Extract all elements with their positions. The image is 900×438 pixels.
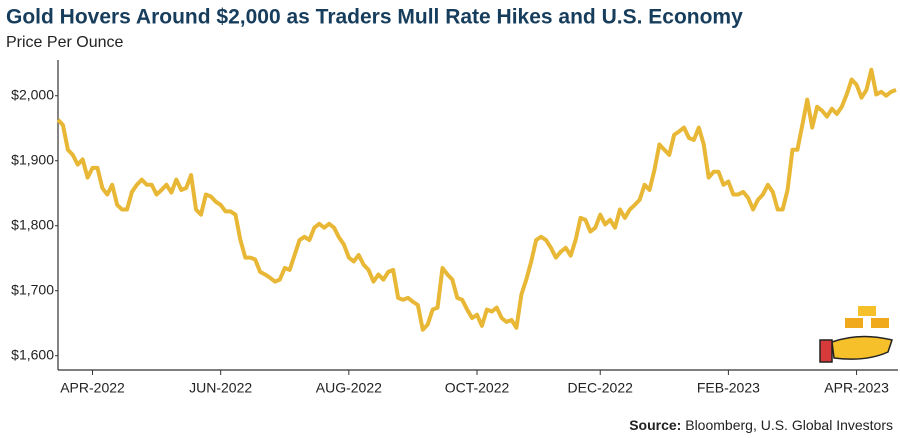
y-tick-label: $1,600 [11,346,54,362]
source-label: Source: [629,417,681,433]
y-tick-label: $2,000 [11,86,54,102]
x-tick-label: JUN-2022 [189,380,252,396]
price-line [56,67,897,332]
y-tick-label: $1,700 [11,281,54,297]
y-tick-label: $1,800 [11,216,54,232]
x-tick-label: OCT-2022 [445,380,510,396]
x-tick-label: DEC-2022 [568,380,634,396]
x-tick-label: FEB-2023 [697,380,760,396]
source-text: Bloomberg, U.S. Global Investors [685,417,893,433]
x-tick-label: APR-2022 [60,380,125,396]
x-tick-label: APR-2023 [824,380,889,396]
chart-subtitle: Price Per Ounce [6,34,123,51]
x-tick-label: AUG-2022 [316,380,382,396]
y-tick-label: $1,900 [11,151,54,167]
source: Source: Bloomberg, U.S. Global Investors [629,417,893,433]
gold-hand-icon [819,306,893,363]
chart-title: Gold Hovers Around $2,000 as Traders Mul… [6,6,743,29]
